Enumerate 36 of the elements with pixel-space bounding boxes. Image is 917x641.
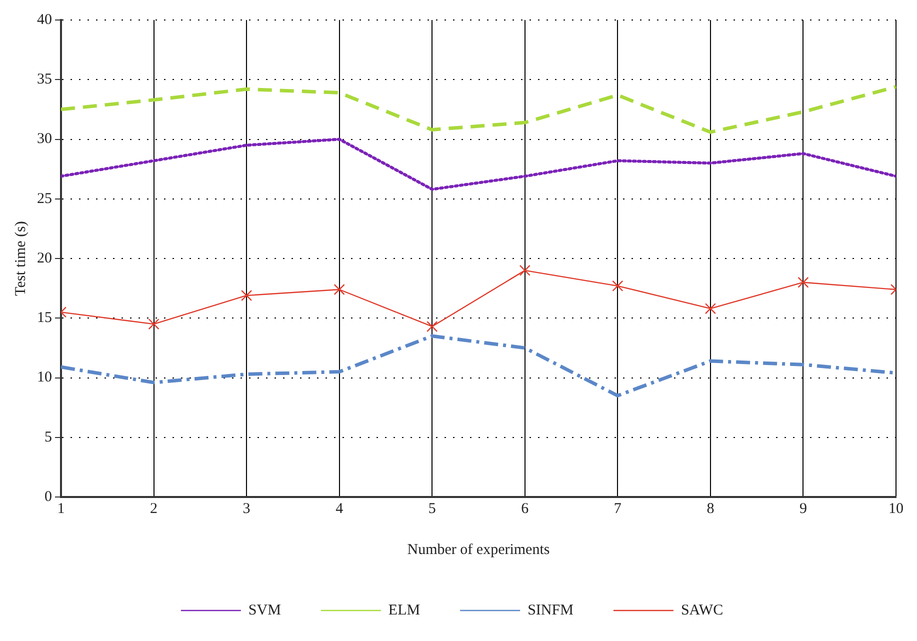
y-tick-label: 40	[37, 12, 52, 28]
y-tick-label: 5	[44, 429, 52, 446]
line-series	[61, 334, 896, 398]
y-tick-label: 20	[37, 250, 52, 266]
y-tick-label: 25	[37, 190, 52, 207]
legend-label: SAWC	[680, 602, 724, 618]
point	[148, 318, 160, 330]
legend-label: SVM	[248, 602, 281, 618]
point	[704, 303, 716, 314]
legend-label: SINFM	[528, 602, 574, 618]
point	[241, 290, 252, 302]
y-axis-title: Test time (s)	[12, 221, 29, 296]
x-tick-label: 7	[614, 500, 622, 517]
point	[519, 264, 530, 276]
y-tick-label: 0	[44, 488, 52, 505]
x-tick-label: 5	[428, 500, 436, 517]
x-tick-label: 6	[521, 500, 530, 517]
point	[334, 284, 345, 296]
x-tick-label: 8	[706, 500, 714, 517]
point	[612, 280, 624, 292]
point	[426, 320, 438, 332]
point	[798, 276, 809, 288]
line-series	[61, 85, 896, 134]
y-tick-label: 10	[37, 370, 52, 386]
x-tick-label: 4	[336, 500, 344, 517]
y-tick-label: 35	[37, 72, 52, 88]
y-tick-label: 15	[37, 310, 52, 326]
x-tick-label: 10	[888, 500, 904, 517]
line-series	[61, 138, 896, 191]
x-axis-title: Number of experiments	[407, 542, 550, 558]
x-tick-label: 2	[150, 500, 158, 517]
legend-label: ELM	[388, 602, 420, 618]
x-tick-label: 1	[57, 500, 65, 517]
x-tick-label: 3	[242, 500, 250, 517]
y-tick-label: 30	[37, 131, 52, 148]
x-tick-label: 9	[799, 500, 807, 517]
